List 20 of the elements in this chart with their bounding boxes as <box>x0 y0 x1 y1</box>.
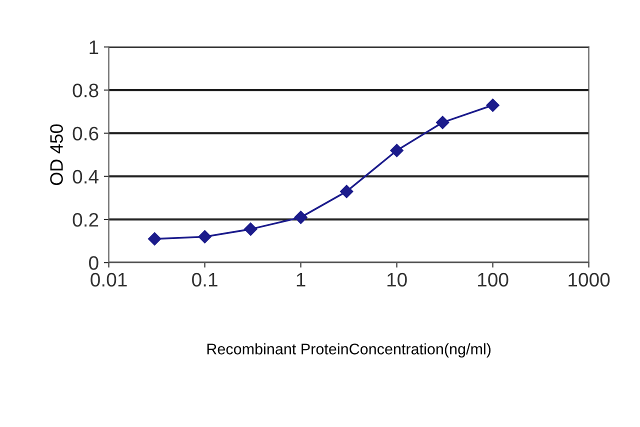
y-axis-title: OD 450 <box>50 124 63 186</box>
point <box>486 98 500 112</box>
x-tick-label: 0.01 <box>90 272 127 287</box>
x-tick-label: 1 <box>296 273 306 286</box>
x-tick-label: 100 <box>478 272 508 287</box>
x-tick-label: 1000 <box>568 272 610 287</box>
x-tick-label: 0.1 <box>192 272 218 287</box>
y-tick-label: 0.2 <box>72 212 98 227</box>
point <box>294 210 308 224</box>
point <box>390 144 404 158</box>
point <box>340 184 354 198</box>
y-tick-label: 0 <box>89 256 98 270</box>
point <box>244 222 258 236</box>
y-tick-label: 1 <box>90 40 98 54</box>
x-axis-title: Recombinant ProteinConcentration(ng/ml) <box>207 343 491 358</box>
y-tick-label: 0.6 <box>72 126 98 140</box>
x-tick-label: 10 <box>387 272 407 287</box>
y-tick-label: 0.4 <box>72 170 99 184</box>
y-tick-label: 0.8 <box>72 84 98 98</box>
point <box>148 232 162 246</box>
